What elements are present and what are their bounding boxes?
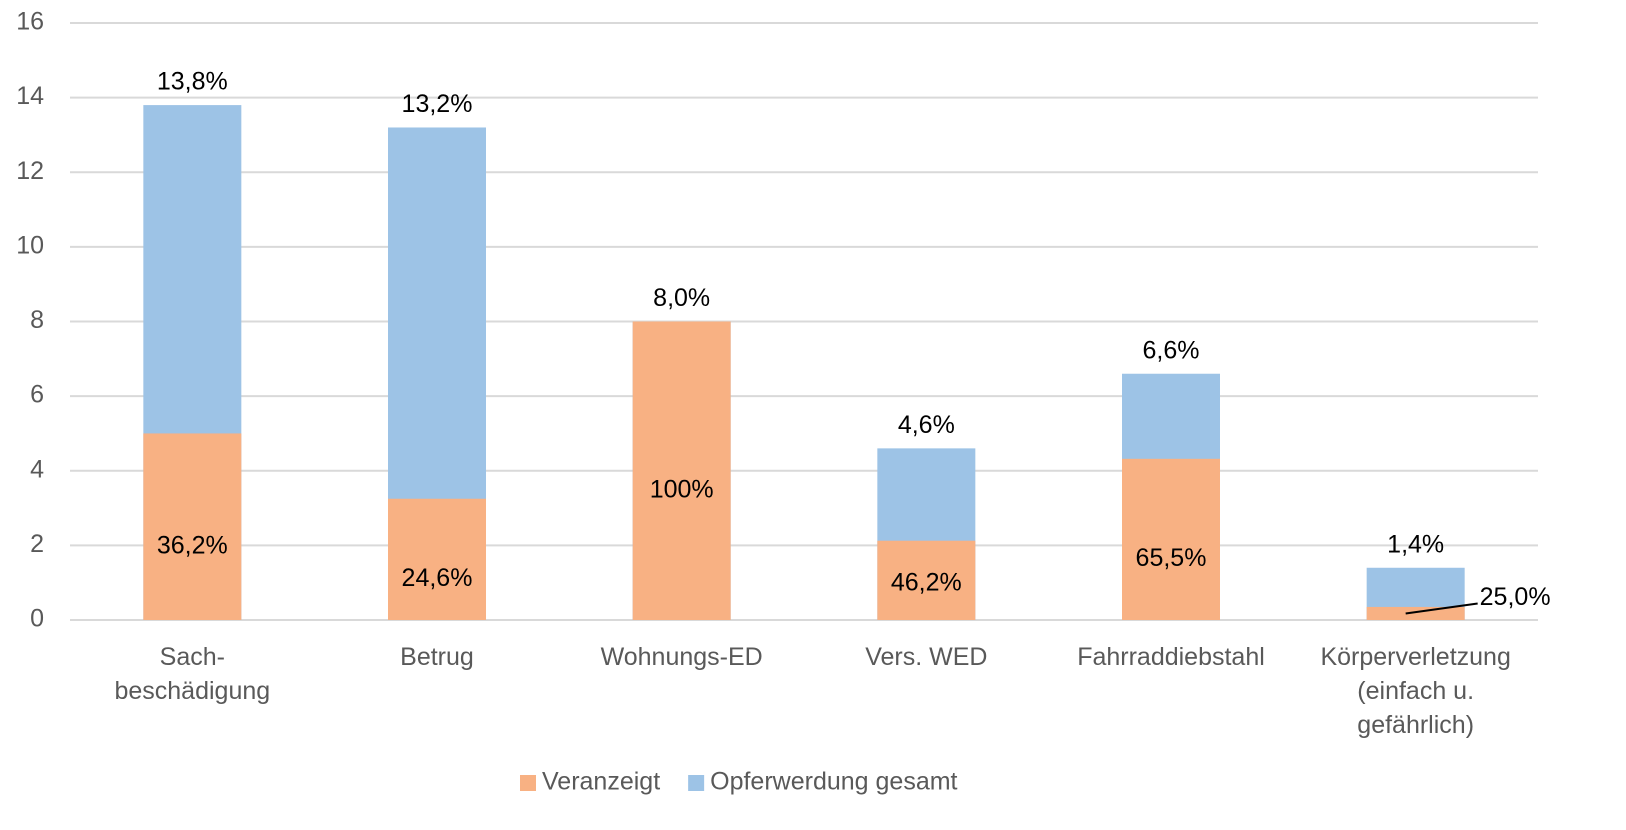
y-tick-label: 12	[16, 157, 44, 185]
data-label: 8,0%	[653, 284, 710, 312]
bar	[1366, 606, 1465, 620]
y-tick-label: 10	[16, 231, 44, 259]
y-tick-label: 14	[16, 82, 44, 110]
annotation: 25,0%	[1480, 583, 1551, 611]
data-label: 4,6%	[898, 411, 955, 439]
annotation: 36,2%	[157, 531, 228, 559]
annotation: 65,5%	[1136, 544, 1207, 572]
data-label: 6,6%	[1143, 336, 1200, 364]
y-tick-label: 2	[30, 530, 44, 558]
annotation: 24,6%	[402, 564, 473, 592]
data-label: 1,4%	[1387, 530, 1444, 558]
y-tick-label: 8	[30, 306, 44, 334]
y-tick-label: 0	[30, 605, 44, 633]
leader-line	[1405, 602, 1478, 615]
bar	[388, 498, 486, 620]
data-label: 13,2%	[402, 90, 473, 118]
bar	[877, 540, 976, 620]
x-tick-label: Vers. WED	[865, 643, 987, 671]
x-tick-label: Körperverletzung (einfach u. gefährlich)	[1320, 643, 1510, 739]
legend-label: Veranzeigt	[542, 768, 660, 796]
x-tick-label: Wohnungs-ED	[601, 643, 763, 671]
x-tick-label: Sach-beschädigung	[114, 643, 270, 705]
legend-swatch	[688, 775, 705, 791]
x-tick-label: Betrug	[400, 643, 474, 671]
bar	[632, 321, 731, 620]
legend-label: Opferwerdung gesamt	[710, 768, 957, 796]
y-tick-label: 16	[16, 8, 44, 36]
data-label: 13,8%	[157, 68, 228, 96]
x-tick-label: Fahrraddiebstahl	[1077, 643, 1265, 671]
y-tick-label: 6	[30, 381, 44, 409]
bar	[143, 433, 242, 620]
annotation: 100%	[650, 475, 714, 503]
legend-swatch	[520, 775, 536, 791]
bar	[1122, 458, 1220, 620]
y-tick-label: 4	[30, 455, 44, 483]
annotation: 46,2%	[891, 569, 962, 597]
